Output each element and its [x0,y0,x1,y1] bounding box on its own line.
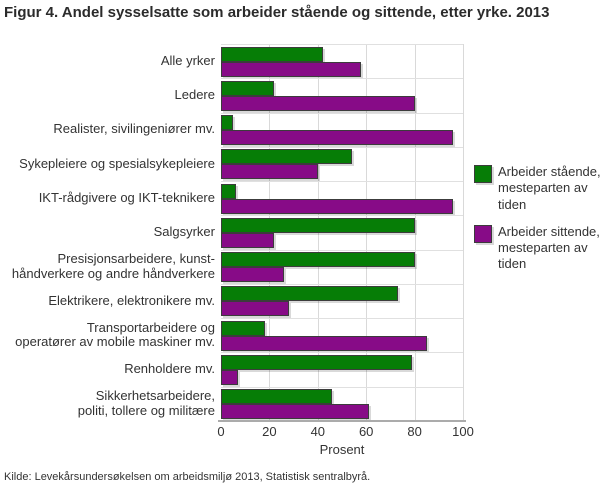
category-label: Sykepleiere og spesialsykepleiere [19,155,215,171]
bar-group [221,249,463,284]
bar-standing [221,286,398,302]
bar-standing [221,115,234,131]
plot-area [221,44,464,421]
bar-sitting [221,198,454,214]
x-axis-label: Prosent [319,442,365,457]
x-tick-label: 20 [262,424,277,439]
x-tick-label: 0 [217,424,225,439]
legend-item-sitting: Arbeider sittende, mesteparten av tiden [474,224,601,273]
bar-sitting [221,335,427,351]
category-label: Realister, sivilingeniører mv. [53,121,215,137]
bar-group [221,78,463,112]
legend-item-standing: Arbeider stående, mesteparten av tiden [474,164,601,213]
bar-standing [221,149,352,165]
category-label: IKT-rådgivere og IKT-teknikere [38,189,215,205]
legend: Arbeider stående, mesteparten av tiden A… [474,164,601,273]
gridline [463,44,464,421]
bar-group [221,215,463,249]
legend-label-sitting: Arbeider sittende, mesteparten av tiden [498,223,600,272]
bar-standing [221,389,333,405]
bar-sitting [221,370,238,386]
category-label: Presisjonsarbeidere, kunst- håndverkere … [11,251,215,281]
x-tick-label: 40 [310,424,326,439]
bar-sitting [221,61,362,77]
bar-group [221,352,463,386]
bar-group [221,318,463,352]
category-label: Transportarbeidere og operatører av mobi… [15,319,215,350]
x-tick-label: 60 [358,424,374,439]
source-note: Kilde: Levekårsundersøkelsen om arbeidsm… [4,471,371,483]
category-label: Sikkerhetsarbeidere, politi, tollere og … [77,388,215,418]
bar-group [221,112,463,147]
bar-standing [221,46,323,62]
bar-group [221,44,463,78]
category-label: Alle yrker [160,52,215,68]
bar-sitting [221,232,275,248]
category-labels: Alle yrker Ledere Realister, sivilingeniør… [0,44,218,421]
bar-sitting [221,130,454,146]
x-axis-tick-labels: 0 20 40 60 80 100 [217,424,473,440]
bar-standing [221,80,275,96]
bar-group [221,283,463,318]
gridline [414,44,416,421]
bar-standing [221,320,265,336]
category-label: Renholdere mv. [124,361,215,377]
bar-group [221,181,463,215]
bar-sitting [221,301,289,317]
legend-swatch-sitting [474,224,492,243]
bar-sitting [221,404,369,420]
bar-standing [221,217,415,233]
bar-standing [221,355,413,371]
legend-swatch-standing [474,165,492,183]
legend-label-standing: Arbeider stående, mesteparten av tiden [498,164,601,212]
category-label: Salgsyrker [153,224,215,240]
bar-standing [221,252,415,268]
bar-group [221,386,463,421]
bar-sitting [221,267,284,283]
category-label: Ledere [174,87,215,103]
bar-rows [221,44,463,421]
bar-standing [221,183,236,199]
bar-sitting [221,164,318,180]
x-axis-line [218,420,466,422]
category-label: Elektrikere, elektronikere mv. [48,292,215,308]
x-tick-label: 100 [452,424,474,439]
figure-title: Figur 4. Andel sysselsatte som arbeider … [4,4,550,21]
x-tick-label: 80 [407,424,422,439]
bar-group [221,146,463,181]
bar-sitting [221,95,415,111]
